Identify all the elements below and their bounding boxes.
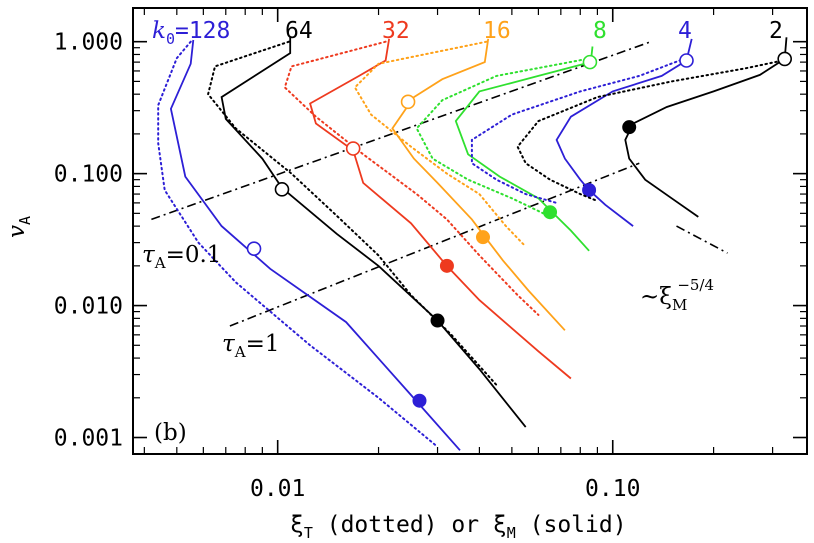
tau-1-label: τA=1	[222, 331, 279, 361]
x-axis-title: ξT (dotted) or ξM (solid)	[290, 512, 627, 542]
series-k2-open-marker	[777, 51, 792, 67]
series-k4-solid-line	[555, 38, 693, 227]
x-tick-label: 0.10	[585, 476, 640, 502]
x-tick-label: 0.01	[250, 476, 305, 502]
series-k2-filled-marker	[622, 120, 637, 135]
series-k128-filled-marker	[412, 393, 427, 408]
y-tick-label: 0.001	[54, 426, 123, 452]
y-axis-title: vA	[4, 216, 34, 238]
panel-label: (b)	[154, 420, 187, 446]
reference-line-tau-a-1	[229, 162, 640, 327]
series-k8-filled-marker	[543, 205, 558, 220]
series-k32-dotted-line	[283, 40, 540, 316]
k-label-64: 64	[285, 18, 313, 44]
tau-01-label: τA=0.1	[142, 242, 221, 272]
k-label-128: k0=128	[152, 18, 230, 48]
k-label-8: 8	[593, 18, 607, 44]
series-k4-dotted-line	[470, 57, 687, 204]
slope-label: ~ξM−5/4	[640, 276, 714, 314]
series-k32-open-marker	[345, 141, 361, 156]
y-tick-label: 0.010	[54, 294, 123, 320]
series-k64-filled-marker	[430, 313, 445, 328]
series-k128-dotted-line	[157, 40, 439, 448]
series-k8-solid-line	[454, 46, 594, 252]
reference-line-tau-a-0-1	[151, 40, 652, 221]
series-k16-open-marker	[400, 94, 416, 110]
series-k2-dotted-line	[516, 58, 788, 202]
series-k32-solid-line	[309, 38, 572, 380]
reference-line-xi-m-5-4	[676, 225, 728, 254]
series-k4-filled-marker	[582, 183, 597, 198]
series-k32-filled-marker	[439, 258, 454, 273]
series-k8-open-marker	[582, 54, 598, 70]
series-k16-filled-marker	[475, 230, 490, 245]
k-label-4: 4	[678, 18, 692, 44]
k-label-16: 16	[483, 18, 511, 44]
series-k8-dotted-line	[415, 57, 592, 215]
y-tick-label: 1.000	[54, 30, 123, 56]
axis-ticks: 0.01 0.10 0.001 0.010 0.100 1.000	[54, 8, 807, 502]
series-k128-solid-line	[169, 39, 461, 451]
plot-area	[151, 37, 792, 451]
series-k16-dotted-line	[353, 40, 527, 248]
series-k16-solid-line	[391, 38, 566, 331]
k-label-32: 32	[382, 18, 410, 44]
k-label-2: 2	[769, 18, 783, 44]
series-k4-open-marker	[679, 53, 694, 68]
series-k128-open-marker	[246, 241, 262, 256]
plot-frame	[132, 7, 808, 455]
y-tick-label: 0.100	[54, 162, 123, 188]
series-k64-open-marker	[274, 182, 290, 197]
